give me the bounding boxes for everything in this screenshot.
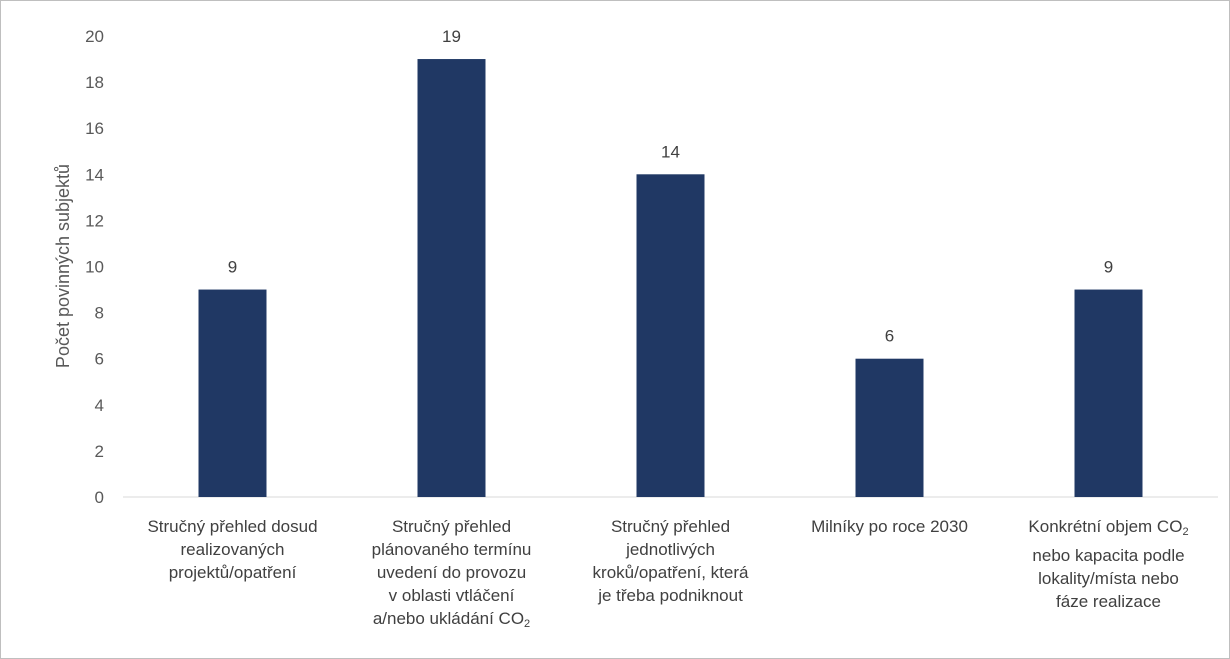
x-tick-label-line: Konkrétní objem CO2	[1028, 517, 1189, 538]
x-tick-label: Stručný přehled dosud realizovaných projek…	[118, 515, 348, 584]
x-tick-label-line: jednotlivých	[626, 540, 715, 559]
bar	[1074, 289, 1143, 497]
x-tick-label-line: Stručný přehled	[391, 517, 512, 536]
x-tick-label-line: Stručný přehled dosud	[147, 517, 318, 536]
x-tick-label-line: plánovaného termínu	[371, 540, 532, 559]
y-tick-label: 14	[85, 165, 104, 184]
y-tick-label: 2	[95, 442, 104, 461]
data-label: 9	[228, 258, 237, 277]
y-tick-label: 18	[85, 73, 104, 92]
x-tick-label-line: uvedení do provozu	[376, 563, 527, 582]
y-axis: 0 2 4 6 8 10 12 14 16 18 20	[85, 27, 104, 507]
x-tick-label: Stručný přehled plánovaného termínu uveden…	[337, 515, 567, 636]
bar	[855, 358, 924, 497]
data-labels: 9 19 14 6 9	[228, 27, 1113, 346]
data-label: 6	[885, 327, 894, 346]
x-tick-label-line: je třeba podniknout	[598, 586, 743, 605]
x-tick-label: Stručný přehled jednotlivých kroků/opatřen…	[556, 515, 786, 607]
x-tick-label-line: a/nebo ukládání CO2	[372, 609, 531, 630]
x-tick-label-line: v oblasti vtláčení	[388, 586, 515, 605]
data-label: 14	[661, 142, 680, 161]
x-tick-label-line: lokality/místa nebo	[1038, 569, 1179, 588]
bar	[417, 59, 486, 498]
x-tick-label: Milníky po roce 2030	[775, 515, 1005, 538]
x-tick-label-line: fáze realizace	[1056, 592, 1161, 611]
x-tick-label-line: nebo kapacita podle	[1032, 546, 1185, 565]
y-tick-label: 12	[85, 211, 104, 230]
y-tick-label: 20	[85, 27, 104, 46]
x-tick-label-line: Stručný přehled	[610, 517, 731, 536]
bar	[636, 174, 705, 498]
x-tick-label-line: kroků/opatření, která	[592, 563, 749, 582]
y-tick-label: 4	[95, 396, 104, 415]
y-tick-label: 8	[95, 304, 104, 323]
data-label: 9	[1104, 258, 1113, 277]
x-tick-label-line: Milníky po roce 2030	[811, 517, 968, 536]
y-tick-label: 10	[85, 258, 104, 277]
data-label: 19	[442, 27, 461, 46]
y-tick-label: 6	[95, 350, 104, 369]
bars	[198, 59, 1143, 498]
y-tick-label: 16	[85, 119, 104, 138]
bar	[198, 289, 267, 497]
x-tick-label-line: realizovaných	[180, 540, 285, 559]
y-tick-label: 0	[95, 488, 104, 507]
y-axis-label: Počet povinných subjektů	[53, 164, 73, 368]
x-tick-label: Konkrétní objem CO2 nebo kapacita podle lo…	[994, 515, 1224, 613]
x-tick-label-line: projektů/opatření	[168, 563, 297, 582]
